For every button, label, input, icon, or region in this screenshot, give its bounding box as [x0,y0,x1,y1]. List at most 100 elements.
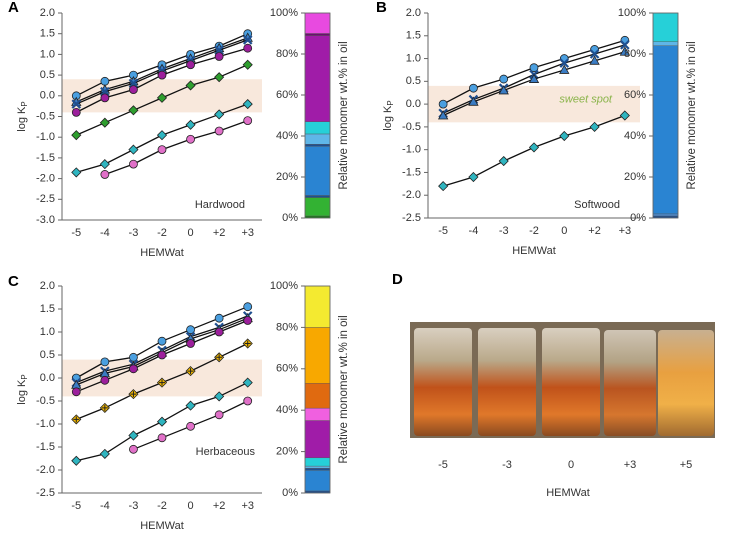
y-tick-label: -2.0 [402,189,421,201]
bar-segment [652,45,679,215]
photo-label: 0 [568,459,574,471]
bar-segment [304,143,331,147]
bar-segment [304,465,331,469]
marker [214,391,225,402]
y-tick-label: -1.0 [36,131,55,143]
x-tick-label: -3 [129,500,139,512]
marker [128,144,139,155]
marker [242,377,253,388]
marker-cross [101,404,108,411]
y-tick-label: 60% [276,363,298,375]
y-tick-label: 80% [624,48,646,60]
x-tick-label: -4 [100,227,110,239]
marker [185,119,196,130]
marker [498,155,509,167]
marker [214,109,225,120]
x-tick-label: +3 [241,500,254,512]
y-tick-label: -1.5 [36,152,55,164]
vial [414,328,472,436]
y-tick-label: 80% [276,48,298,60]
photo-label: -5 [438,459,448,471]
marker [589,121,600,132]
y-tick-label: 60% [276,89,298,101]
x-tick-label: -5 [71,500,81,512]
panel-label: A [8,0,19,16]
marker [185,80,196,91]
y-axis-title: Relative monomer wt.% in oil [338,315,350,463]
bar-segment [652,12,679,42]
marker [619,46,631,56]
y-tick-label: -0.5 [36,110,55,122]
marker-cross [73,416,80,423]
marker [214,126,224,136]
marker [99,159,110,170]
marker [243,316,253,325]
y-tick-label: 0% [282,212,298,224]
y-tick-label: 1.0 [406,52,421,64]
marker [99,448,110,459]
bar-segment [304,197,331,217]
x-tick-label: 0 [188,500,194,512]
y-tick-label: -1.5 [36,441,55,453]
y-tick-label: 1.5 [40,303,55,315]
marker [243,302,253,312]
x-tick-label: 0 [188,227,194,239]
x-tick-label: -5 [438,225,448,237]
marker [186,339,195,348]
y-tick-label: -0.5 [36,395,55,407]
marker [243,43,253,53]
marker-cross [187,368,194,375]
bar-segment [304,327,331,384]
series-line [104,120,248,176]
bar-segment [304,420,331,459]
vial [604,330,656,436]
x-tick-label: -2 [529,225,539,237]
bar-segment [304,470,331,492]
marker [71,167,82,178]
y-tick-label: -1.0 [402,144,421,156]
y-tick-label: 0.0 [406,98,421,110]
y-axis-title-main: log K [16,106,28,132]
marker [100,170,110,179]
y-axis-title: log KP [16,374,29,404]
y-tick-label: 100% [618,7,646,19]
y-tick-label: 20% [624,171,646,183]
marker [437,110,449,120]
bar-segment [304,467,331,471]
marker [186,421,195,431]
bar-segment [304,12,331,34]
y-tick-label: 1.0 [40,326,55,338]
bar-segment [304,146,331,196]
marker [243,116,253,126]
marker [242,59,253,70]
y-axis-title-sub: P [20,101,29,106]
marker [214,327,224,337]
panel-label: B [376,0,387,16]
x-tick-label: +3 [241,227,254,239]
marker [129,159,138,169]
x-axis-title: HEMWat [140,247,184,259]
marker [129,364,138,374]
marker [214,52,224,61]
y-tick-label: -2.5 [402,212,421,224]
y-tick-label: 2.0 [40,280,55,292]
marker [156,416,168,427]
x-tick-label: -2 [157,500,167,512]
bar-frame [304,12,331,219]
x-tick-label: +3 [619,225,632,237]
marker [185,400,196,411]
y-tick-label: -1.5 [402,166,421,178]
x-tick-label: -3 [499,225,509,237]
x-tick-label: +2 [213,227,226,239]
vial [658,330,714,436]
y-tick-label: 1.5 [406,30,421,42]
y-tick-label: 0.5 [406,75,421,87]
marker [157,145,167,155]
y-tick-label: 60% [624,89,646,101]
y-tick-label: -0.5 [402,121,421,133]
x-tick-label: +2 [213,500,226,512]
x-axis-title: HEMWat [546,487,590,499]
x-tick-label: -4 [100,500,110,512]
marker [559,64,570,74]
marker-cross [244,340,251,347]
